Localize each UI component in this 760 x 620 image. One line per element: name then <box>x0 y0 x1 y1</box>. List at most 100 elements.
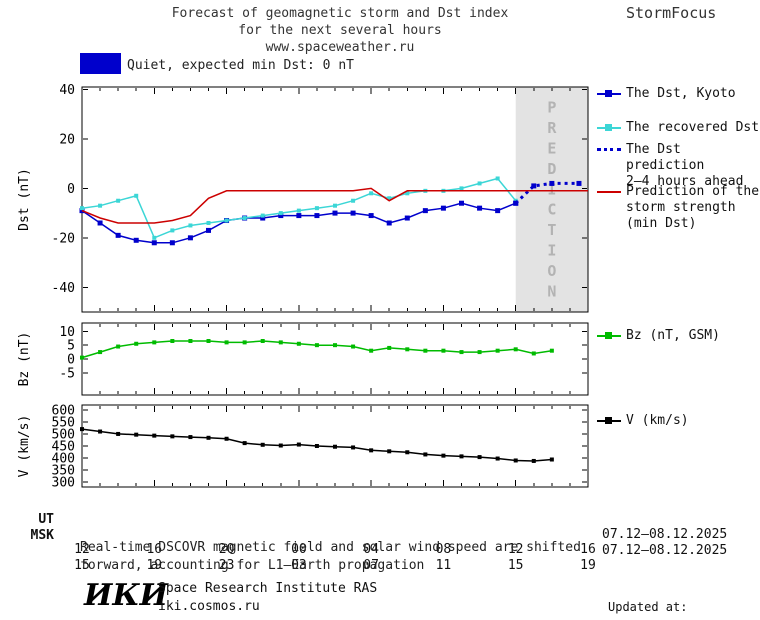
data-point <box>80 206 84 211</box>
ut-date-range: 07.12—08.12.2025 <box>602 527 728 542</box>
data-point <box>170 228 175 233</box>
plot-border <box>81 404 589 488</box>
updated-label: Updated at: <box>608 600 688 614</box>
quiet-status-label: Quiet, expected min Dst: 0 nT <box>127 58 354 73</box>
msk-axis-row: MSK 07.12—08.12.2025 15 19 23 03 07 11 15 19 <box>0 513 760 573</box>
data-point <box>224 436 229 441</box>
data-point <box>459 186 464 191</box>
data-point <box>224 218 229 223</box>
data-point <box>314 444 319 448</box>
legend-dst-prediction-label: The Dst prediction 2—4 hours ahead <box>626 142 744 189</box>
y-tick-label: 0 <box>67 353 75 368</box>
data-point <box>151 240 157 246</box>
data-point <box>405 347 410 352</box>
plot-border <box>81 322 589 396</box>
data-point <box>260 442 265 447</box>
msk-tick-label: 11 <box>435 558 452 573</box>
data-point <box>495 348 500 353</box>
ut-tick-label: 12 <box>74 542 90 557</box>
institute-name: Space Research Institute RAS <box>158 581 378 596</box>
data-point <box>387 196 392 201</box>
data-point <box>80 355 84 360</box>
msk-tick-label: 23 <box>218 558 235 573</box>
data-point <box>423 348 428 353</box>
prediction-band-letter: C <box>547 201 556 219</box>
storm-strength-marker-icon <box>597 184 621 200</box>
data-point <box>531 458 536 463</box>
y-tick-label: 300 <box>52 476 75 491</box>
ut-tick-label: 08 <box>435 542 452 557</box>
institute-site: iki.cosmos.ru <box>158 599 260 614</box>
data-point <box>116 344 121 349</box>
prediction-band-letter: R <box>547 119 557 137</box>
y-tick-label: 600 <box>52 403 75 418</box>
plot-border <box>81 86 589 313</box>
data-point <box>477 205 483 211</box>
data-point <box>387 449 392 454</box>
prediction-band-letter: P <box>547 98 556 116</box>
legend-dst-prediction: The Dst prediction 2—4 hours ahead <box>597 142 760 190</box>
data-point <box>477 350 482 355</box>
title-line-1: Forecast of geomagnetic storm and Dst in… <box>171 6 509 21</box>
data-point <box>495 456 500 461</box>
y-tick-label: 10 <box>59 325 75 340</box>
data-point <box>260 215 266 221</box>
data-point <box>441 453 446 458</box>
y-tick-label: 20 <box>59 132 75 147</box>
legend-bz-label: Bz (nT, GSM) <box>626 328 720 343</box>
msk-tick-label: 03 <box>291 558 307 573</box>
data-point <box>350 210 356 216</box>
data-point <box>260 339 265 343</box>
data-point <box>369 448 374 453</box>
data-point <box>152 235 157 240</box>
msk-tick-label: 15 <box>74 558 90 573</box>
series-the-dst-prediction-2-4-hours-ahead <box>514 181 579 205</box>
data-point <box>242 441 247 446</box>
data-point <box>405 450 410 455</box>
ut-axis-label: UT <box>38 512 54 527</box>
legend-recovered-dst: The recovered Dst <box>597 120 759 136</box>
legend-bz: Bz (nT, GSM) <box>597 328 720 344</box>
data-point <box>459 454 464 459</box>
y-tick-label: 550 <box>52 415 75 430</box>
data-point <box>531 351 536 356</box>
msk-date-range: 07.12—08.12.2025 <box>602 543 728 558</box>
data-point <box>351 344 356 349</box>
data-point <box>513 200 519 206</box>
legend-storm-strength-label: Prediction of the storm strength (min Ds… <box>626 184 760 231</box>
data-point <box>459 350 464 355</box>
data-point <box>351 198 356 203</box>
data-point <box>314 343 319 348</box>
data-point <box>495 176 500 181</box>
y-axis-label: Dst (nT) <box>17 168 32 231</box>
ut-tick-label: 20 <box>218 542 235 557</box>
dst-prediction-marker-icon <box>597 142 621 158</box>
y-tick-label: 40 <box>59 83 75 98</box>
institute-block: Space Research Institute RAS iki.cosmos.… <box>158 580 377 616</box>
y-tick-label: 400 <box>52 452 75 467</box>
data-point <box>549 180 555 186</box>
data-point <box>333 343 337 348</box>
page-title: Forecast of geomagnetic storm and Dst in… <box>70 5 610 56</box>
data-point <box>278 340 283 345</box>
data-point <box>206 220 211 225</box>
legend-v-label: V (km/s) <box>626 413 689 428</box>
data-point <box>441 348 446 353</box>
y-tick-label: -5 <box>59 366 75 381</box>
y-tick-label: 350 <box>52 464 75 479</box>
legend-dst-kyoto: The Dst, Kyoto <box>597 86 736 102</box>
data-point <box>513 347 518 352</box>
data-point <box>170 339 175 343</box>
y-tick-label: -20 <box>52 231 75 246</box>
data-point <box>116 198 121 203</box>
msk-axis-label: MSK <box>30 528 54 543</box>
data-point <box>368 213 374 219</box>
msk-tick-label: 07 <box>363 558 379 573</box>
data-point <box>242 216 247 221</box>
data-point <box>387 345 392 350</box>
ut-tick-label: 04 <box>363 542 379 557</box>
data-point <box>459 200 464 206</box>
data-point <box>187 235 193 241</box>
